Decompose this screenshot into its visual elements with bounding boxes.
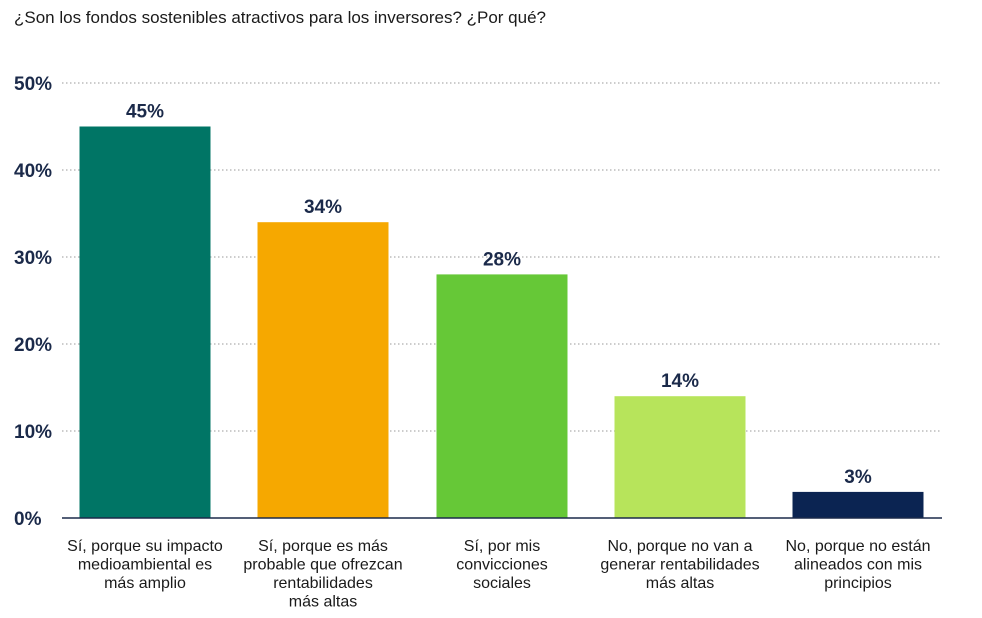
x-tick-label-line: No, porque no están bbox=[786, 538, 931, 555]
y-tick-label: 50% bbox=[14, 74, 52, 95]
y-tick-label: 30% bbox=[14, 248, 52, 269]
x-tick-label-line: alineados con mis bbox=[794, 557, 922, 574]
bar bbox=[792, 491, 924, 518]
x-tick-label: Sí, porque su impacto medioambiental es má… bbox=[67, 538, 223, 592]
x-tick-label-line: más altas bbox=[646, 575, 714, 592]
y-tick-label: 0% bbox=[14, 509, 42, 530]
x-tick-label-line: generar rentabilidades bbox=[600, 557, 759, 574]
x-tick-label-line: más altas bbox=[289, 594, 357, 611]
data-label: 28% bbox=[483, 249, 521, 270]
x-tick-label: Sí, porque es más probable que ofrezcan re… bbox=[243, 538, 402, 611]
data-labels: 45% 34% 28% 14% 3% bbox=[126, 102, 872, 488]
x-tick-label: No, porque no están alineados con mis prin… bbox=[786, 538, 931, 592]
bars bbox=[79, 126, 924, 518]
y-tick-label: 10% bbox=[14, 422, 52, 443]
x-tick-label-line: rentabilidades bbox=[273, 575, 373, 592]
x-tick-label-line: principios bbox=[824, 575, 892, 592]
bar bbox=[79, 126, 211, 518]
data-label: 14% bbox=[661, 371, 699, 392]
x-tick-label-line: probable que ofrezcan bbox=[243, 557, 402, 574]
bar bbox=[436, 274, 568, 518]
y-tick-label: 20% bbox=[14, 335, 52, 356]
data-label: 34% bbox=[304, 197, 342, 218]
x-tick-label: Sí, por mis convicciones sociales bbox=[456, 538, 548, 592]
x-axis-labels: Sí, porque su impacto medioambiental es má… bbox=[67, 538, 930, 611]
x-tick-label-line: medioambiental es bbox=[78, 557, 212, 574]
x-tick-label-line: más amplio bbox=[104, 575, 186, 592]
data-label: 3% bbox=[844, 467, 872, 488]
y-tick-label: 40% bbox=[14, 161, 52, 182]
x-tick-label: No, porque no van a generar rentabilidade… bbox=[600, 538, 759, 592]
x-tick-label-line: Sí, por mis bbox=[464, 538, 540, 555]
chart-title: ¿Son los fondos sostenibles atractivos p… bbox=[14, 8, 546, 27]
x-tick-label-line: Sí, porque su impacto bbox=[67, 538, 223, 555]
y-axis-ticks: 0% 10% 20% 30% 40% 50% bbox=[14, 74, 52, 530]
x-tick-label-line: sociales bbox=[473, 575, 531, 592]
data-label: 45% bbox=[126, 102, 164, 123]
x-tick-label-line: Sí, porque es más bbox=[258, 538, 388, 555]
bar bbox=[614, 396, 746, 518]
x-tick-label-line: No, porque no van a bbox=[608, 538, 753, 555]
x-tick-label-line: convicciones bbox=[456, 557, 548, 574]
bar bbox=[257, 222, 389, 518]
